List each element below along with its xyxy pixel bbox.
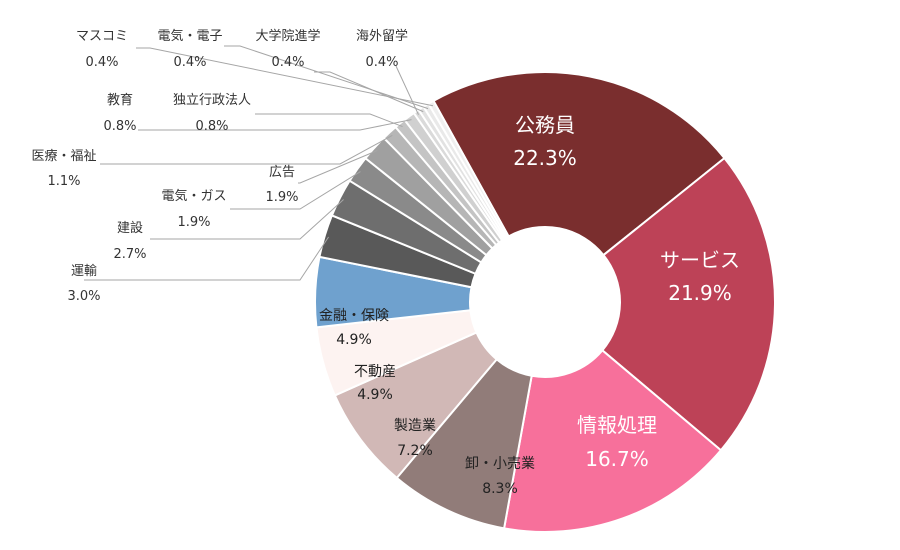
leader-line	[224, 45, 429, 110]
leader-lines-group	[84, 45, 434, 281]
slice-label-name: サービス	[660, 248, 740, 272]
slice-label-value: 0.4%	[85, 55, 118, 70]
slice-label-name: 独立行政法人	[173, 93, 251, 108]
slice-label-value: 0.4%	[173, 55, 206, 70]
slice-label-value: 8.3%	[482, 481, 518, 497]
slice-label-name: 公務員	[515, 113, 575, 137]
slice-label-name: 広告	[269, 165, 295, 180]
slice-label-value: 1.9%	[177, 215, 210, 230]
leader-line	[150, 199, 344, 240]
slice-17	[427, 99, 510, 239]
leader-line	[84, 236, 329, 281]
slice-label-name: 教育	[107, 92, 133, 108]
slice-label-name: 不動産	[354, 364, 396, 380]
leader-line	[255, 113, 403, 128]
slice-label-name: 電気・ガス	[161, 188, 226, 204]
slice-label-value: 4.9%	[357, 387, 393, 403]
slice-label-value: 0.4%	[365, 55, 398, 70]
slice-label-name: 運輸	[71, 264, 97, 279]
leader-line	[136, 47, 434, 107]
slice-label-name: 製造業	[394, 418, 436, 434]
slice-label-name: 医療・福祉	[31, 149, 96, 164]
slice-2	[502, 348, 723, 533]
slice-label-name: 電気・電子	[157, 28, 222, 44]
slice-label-value: 3.0%	[67, 289, 100, 304]
slice-label-name: マスコミ	[76, 29, 128, 44]
slice-label-value: 1.9%	[265, 190, 298, 205]
slice-label-value: 21.9%	[668, 281, 732, 305]
slice-1	[600, 156, 776, 452]
leader-line	[395, 65, 419, 115]
slice-label-name: 卸・小売業	[465, 456, 535, 472]
slice-label-value: 0.8%	[195, 119, 228, 134]
slice-label-value: 16.7%	[585, 447, 649, 471]
slice-label-value: 7.2%	[397, 443, 433, 459]
slice-label-value: 0.4%	[271, 55, 304, 70]
slice-label-name: 情報処理	[577, 413, 657, 437]
slices-group	[314, 71, 776, 533]
slice-label-value: 2.7%	[113, 247, 146, 262]
slice-label-name: 金融・保険	[319, 308, 389, 324]
slice-label-name: 建設	[117, 220, 143, 236]
slice-label-value: 1.1%	[47, 174, 80, 189]
leader-line	[230, 171, 361, 210]
leader-line	[314, 71, 424, 113]
slice-label-name: 海外留学	[356, 28, 408, 44]
labels-group: 公務員 22.3% サービス 21.9% 情報処理 16.7% 卸・小売業 8.3% 製造業 7.…	[31, 28, 740, 497]
slice-label-name: 大学院進学	[255, 28, 320, 44]
leader-line	[298, 150, 378, 184]
leader-line	[138, 119, 412, 131]
slice-label-value: 4.9%	[336, 332, 372, 348]
slice-label-value: 0.8%	[103, 119, 136, 134]
leader-line	[100, 134, 393, 165]
slice-label-value: 22.3%	[513, 146, 577, 170]
slice-0	[432, 71, 726, 257]
